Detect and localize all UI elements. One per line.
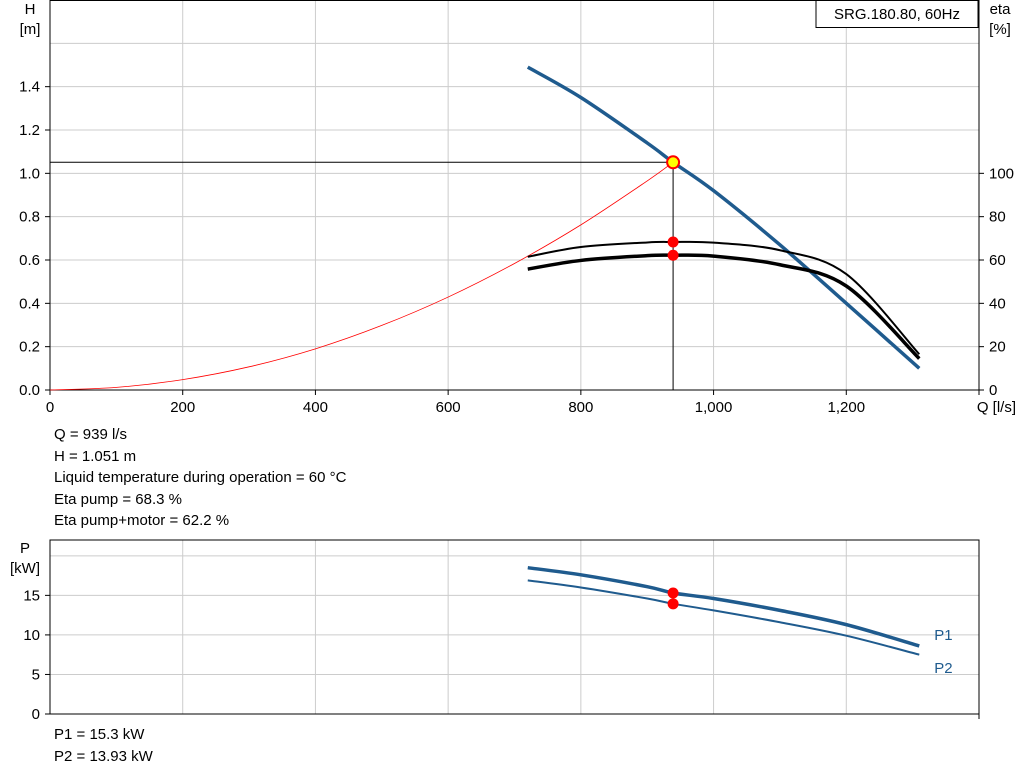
- p-tick-label: 10: [23, 627, 40, 644]
- top-plot-area: [50, 0, 979, 390]
- y-tick-label: 0.6: [19, 252, 40, 269]
- x-axis-label: Q [l/s]: [977, 399, 1016, 416]
- p-axis-label: P: [20, 540, 30, 557]
- y-axis-unit: [m]: [20, 21, 41, 38]
- p1-curve: [527, 565, 920, 648]
- y2-axis-unit: [%]: [989, 21, 1011, 38]
- head-curve: [526, 65, 921, 370]
- y2-tick-label: 20: [989, 339, 1006, 356]
- eta-pump-curve: [527, 240, 921, 355]
- y2-tick-label: 0: [989, 382, 997, 399]
- p2-legend-label: P2: [934, 660, 952, 677]
- x-tick-label: 1,000: [695, 399, 733, 416]
- y-tick-label: 0.4: [19, 295, 40, 312]
- x-tick-label: 200: [170, 399, 195, 416]
- x-tick-label: 600: [436, 399, 461, 416]
- y2-tick-label: 40: [989, 295, 1006, 312]
- y-tick-label: 0.2: [19, 339, 40, 356]
- y-tick-label: 0.0: [19, 382, 40, 399]
- eta-total-readout: Eta pump+motor = 62.2 %: [54, 512, 230, 529]
- p-tick-label: 5: [32, 666, 40, 683]
- eta-total-curve: [527, 253, 921, 360]
- x-tick-label: 0: [46, 399, 54, 416]
- chart-title: SRG.180.80, 60Hz: [834, 6, 960, 23]
- head-readout: H = 1.051 m: [54, 447, 137, 465]
- y-tick-label: 1.0: [19, 165, 40, 182]
- bottom-plot-area: [50, 540, 979, 714]
- duty-point-marker: [666, 155, 681, 170]
- y2-tick-label: 60: [989, 252, 1006, 269]
- x-tick-label: 400: [303, 399, 328, 416]
- y2-axis-label: eta: [990, 1, 1012, 18]
- duty-point-info: Q = 939 l/s H = 1.051 m Liquid temperatu…: [54, 424, 346, 532]
- p2-readout: P2 = 13.93 kW: [54, 747, 153, 765]
- x-tick-label: 800: [568, 399, 593, 416]
- p1-legend-label: P1: [934, 627, 952, 644]
- y-tick-label: 1.2: [19, 122, 40, 139]
- p1-readout: P1 = 15.3 kW: [54, 726, 145, 743]
- temperature-readout: Liquid temperature during operation = 60…: [54, 469, 347, 486]
- y-tick-label: 0.8: [19, 209, 40, 226]
- x-tick-label: 1,200: [828, 399, 866, 416]
- y-axis-label: H: [25, 1, 36, 18]
- eta-marker: [667, 236, 679, 248]
- y2-tick-label: 80: [989, 209, 1006, 226]
- power-info: P1 = 15.3 kW P2 = 13.93 kW: [54, 724, 153, 767]
- power-marker: [667, 598, 679, 610]
- chart-title-box: [815, 0, 979, 28]
- p-tick-label: 15: [23, 587, 40, 604]
- p2-curve: [527, 579, 920, 656]
- system-curve: [49, 161, 674, 391]
- eta-marker: [667, 249, 679, 261]
- bottom-frame: [49, 539, 980, 715]
- p-axis-unit: [kW]: [10, 560, 40, 577]
- eta-pump-readout: Eta pump = 68.3 %: [54, 490, 182, 508]
- y2-tick-label: 100: [989, 165, 1014, 182]
- power-marker: [667, 587, 679, 599]
- p-tick-label: 0: [32, 706, 40, 723]
- flow-readout: Q = 939 l/s: [54, 426, 127, 443]
- y-tick-label: 1.4: [19, 79, 40, 96]
